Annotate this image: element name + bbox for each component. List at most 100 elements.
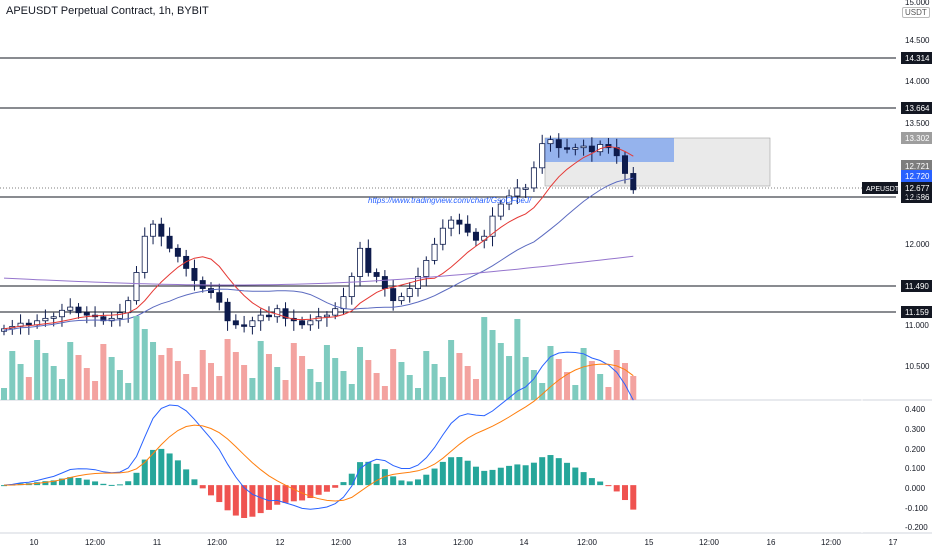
candle-body [75, 306, 82, 314]
candle-body [50, 316, 57, 319]
macd-axis-tick: 0.100 [905, 464, 926, 473]
volume-bar [332, 358, 339, 400]
macd-histogram-bar [464, 460, 471, 486]
ma-fast-line [3, 145, 634, 330]
candle-body [125, 300, 132, 314]
macd-histogram-bar [100, 483, 107, 486]
macd-histogram-bar [630, 485, 637, 510]
volume-bar [282, 380, 289, 400]
volume-bar [25, 377, 32, 400]
level-tag: 12.586 [905, 193, 930, 202]
volume-bar [150, 342, 157, 400]
volume-bar [75, 355, 82, 400]
macd-histogram-bar [257, 485, 264, 514]
level-tag-bg [901, 52, 932, 64]
volume-bar [108, 357, 115, 400]
volume-bar [323, 345, 330, 400]
volume-bar [158, 355, 165, 400]
candle-body [58, 309, 65, 318]
candle-body [365, 247, 372, 273]
macd-histogram-bar [174, 460, 181, 486]
price-tag: 12.721 [905, 162, 930, 171]
volume-bar [290, 343, 297, 400]
candle-body [564, 147, 571, 150]
macd-histogram-bar [597, 481, 604, 486]
macd-histogram-bar [315, 485, 322, 495]
macd-histogram-bar [125, 481, 132, 486]
candle-body [83, 312, 90, 316]
price-axis-tick: 14.000 [905, 77, 930, 86]
macd-histogram-bar [50, 480, 57, 486]
macd-histogram-bar [415, 479, 421, 486]
volume-bar [224, 339, 231, 400]
chart-link[interactable]: https://www.tradingview.com/chart/GsoCFo… [368, 196, 532, 205]
macd-histogram-bar [108, 484, 115, 486]
candle-body [67, 306, 74, 311]
macd-histogram-bar [357, 462, 364, 486]
volume-bar [249, 378, 256, 400]
volume-bar [174, 361, 181, 400]
candle-body [183, 255, 190, 269]
macd-histogram-bar [83, 479, 90, 486]
candle-body [191, 268, 198, 281]
price-tag-bg [901, 170, 932, 182]
macd-histogram-bar [373, 463, 380, 486]
volume-bar [406, 375, 413, 400]
macd-histogram-bar [605, 485, 612, 487]
candle-body [216, 292, 223, 303]
volume-bar [348, 384, 355, 400]
candle-body [373, 272, 380, 277]
volume-bar [257, 341, 264, 400]
ma-mid-line [3, 177, 634, 331]
time-axis-tick: 12 [276, 538, 285, 547]
currency-label[interactable]: USDT [902, 7, 930, 18]
candle-body [456, 219, 463, 225]
macd-histogram-bar [150, 449, 157, 486]
macd-axis-tick: -0.200 [905, 523, 928, 532]
macd-histogram-bar [340, 482, 347, 486]
macd-histogram-bar [539, 457, 546, 486]
candle-body [572, 147, 579, 150]
level-tag-bg [901, 306, 932, 318]
macd-histogram-bar [555, 458, 562, 486]
volume-bar [605, 387, 612, 400]
volume-bar [439, 377, 446, 400]
macd-histogram-bar [224, 485, 231, 511]
time-axis-tick: 12:00 [453, 538, 474, 547]
macd-histogram-bar [58, 478, 65, 486]
macd-histogram-bar [116, 484, 123, 486]
level-tag: 11.490 [905, 282, 929, 291]
macd-histogram-bar [580, 472, 587, 486]
macd-histogram-bar [67, 477, 74, 486]
price-axis-tick: 10.500 [905, 362, 930, 371]
macd-histogram-bar [423, 474, 430, 486]
volume-bar [456, 353, 463, 400]
volume-bar [216, 376, 223, 400]
level-tag: 13.664 [905, 104, 930, 113]
volume-bar [274, 367, 281, 400]
candle-body [150, 223, 157, 237]
macd-histogram-bar [514, 464, 521, 486]
signal-line [3, 363, 634, 502]
price-tag-bg [901, 160, 932, 172]
macd-histogram-bar [497, 467, 504, 486]
macd-histogram-bar [365, 461, 372, 486]
volume-bar [125, 383, 132, 400]
macd-histogram-bar [75, 478, 82, 486]
volume-bar [34, 340, 41, 400]
time-axis-tick: 12:00 [577, 538, 598, 547]
volume-bar [514, 319, 521, 400]
volume-bar [423, 351, 430, 400]
volume-bar [522, 357, 529, 400]
candle-body [282, 308, 289, 319]
ma-slow-line [3, 255, 634, 286]
macd-histogram-bar [522, 465, 529, 486]
volume-bar [431, 364, 438, 400]
volume-bar [390, 349, 397, 400]
candle-body [348, 276, 355, 298]
macd-histogram-bar [183, 469, 190, 486]
macd-histogram-bar [323, 485, 330, 492]
time-axis-tick: 12:00 [821, 538, 842, 547]
